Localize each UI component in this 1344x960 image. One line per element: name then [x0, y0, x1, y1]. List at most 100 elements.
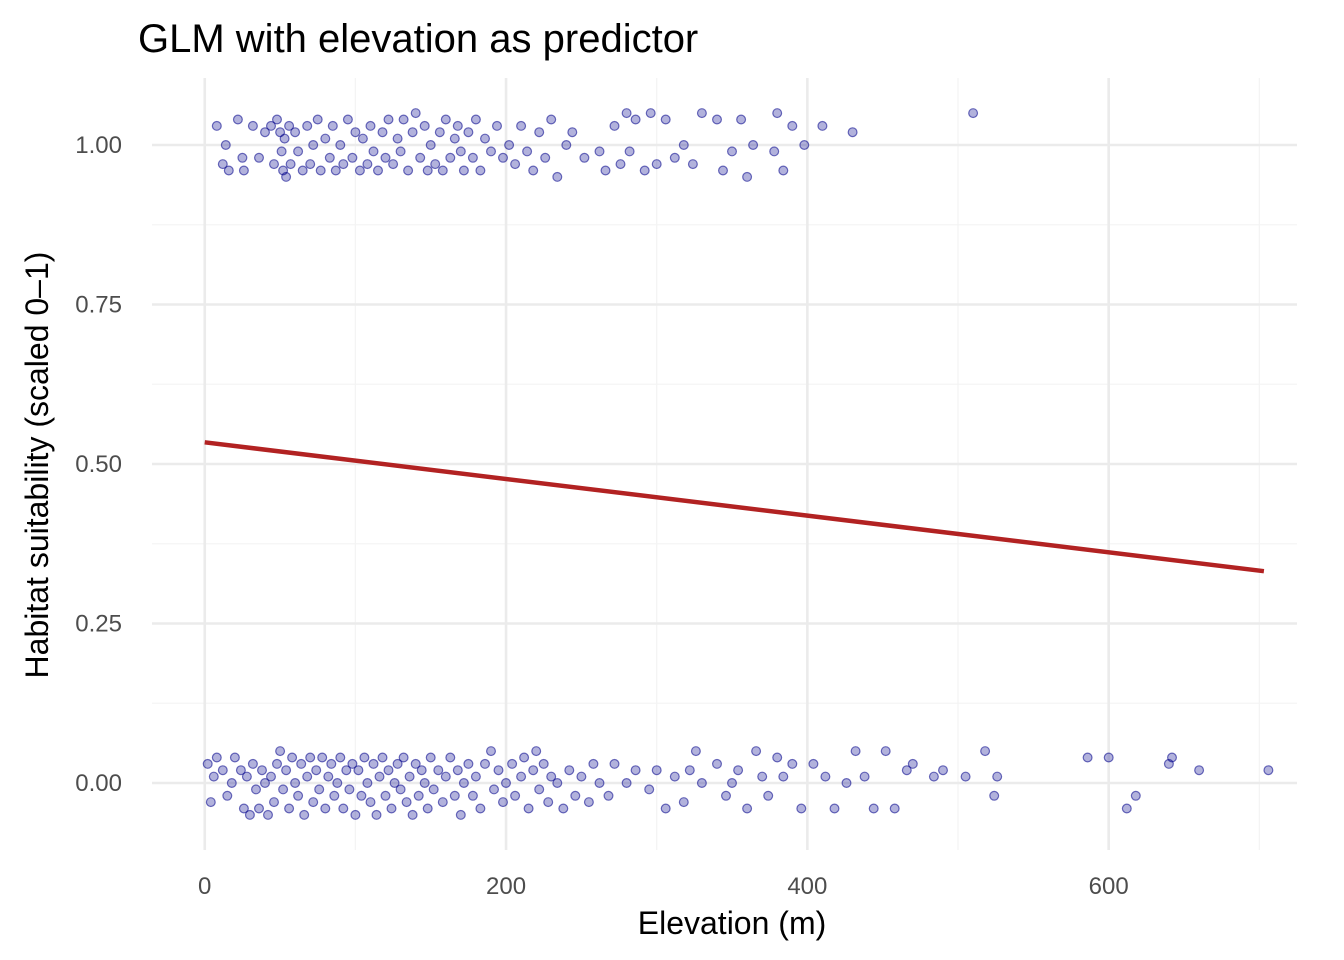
- presence-point: [742, 171, 753, 182]
- absence-point: [757, 771, 768, 782]
- presence-point: [308, 140, 319, 151]
- absence-point: [278, 784, 289, 795]
- absence-point: [960, 771, 971, 782]
- presence-point: [338, 159, 349, 170]
- presence-point: [651, 159, 662, 170]
- y-tick-label: 1.00: [75, 132, 122, 159]
- absence-point: [374, 771, 385, 782]
- absence-point: [570, 790, 581, 801]
- presence-point: [660, 114, 671, 125]
- x-tick-label: 0: [198, 873, 211, 900]
- absence-point: [470, 771, 481, 782]
- absence-point: [528, 765, 539, 776]
- presence-point: [320, 133, 331, 144]
- absence-point: [211, 752, 222, 763]
- absence-point: [263, 809, 274, 820]
- y-axis-title: Habitat suitability (scaled 0–1): [19, 252, 55, 679]
- absence-point: [359, 752, 370, 763]
- absence-point: [410, 758, 421, 769]
- absence-point: [534, 784, 545, 795]
- absence-point: [992, 771, 1003, 782]
- absence-point: [238, 803, 249, 814]
- absence-point: [217, 765, 228, 776]
- presence-point: [769, 146, 780, 157]
- presence-point: [350, 127, 361, 138]
- absence-point: [235, 765, 246, 776]
- presence-point: [368, 146, 379, 157]
- presence-point: [726, 146, 737, 157]
- absence-point: [305, 752, 316, 763]
- presence-point: [968, 108, 979, 119]
- minor-gridlines: [152, 78, 1297, 850]
- absence-point: [463, 758, 474, 769]
- presence-point: [302, 120, 313, 131]
- presence-point: [486, 146, 497, 157]
- absence-point: [383, 765, 394, 776]
- absence-point: [377, 752, 388, 763]
- absence-point: [583, 797, 594, 808]
- y-tick-label: 0.75: [75, 291, 122, 318]
- presence-point: [293, 146, 304, 157]
- major-gridlines: [152, 78, 1297, 850]
- presence-point: [717, 165, 728, 176]
- presence-point: [624, 146, 635, 157]
- presence-point: [297, 165, 308, 176]
- presence-point: [772, 108, 783, 119]
- absence-point: [440, 771, 451, 782]
- absence-point: [344, 784, 355, 795]
- absence-point: [523, 803, 534, 814]
- presence-point: [284, 120, 295, 131]
- presence-point: [615, 159, 626, 170]
- presence-point: [377, 127, 388, 138]
- absence-point: [1263, 765, 1274, 776]
- absence-point: [558, 803, 569, 814]
- absence-point: [347, 758, 358, 769]
- absence-point: [332, 777, 343, 788]
- presence-point: [736, 114, 747, 125]
- presence-point: [362, 159, 373, 170]
- absence-point: [296, 758, 307, 769]
- presence-point: [510, 159, 521, 170]
- absence-point: [901, 765, 912, 776]
- absence-point: [678, 797, 689, 808]
- presence-point: [552, 171, 563, 182]
- absence-point: [594, 777, 605, 788]
- presence-point: [422, 165, 433, 176]
- absence-point: [1194, 765, 1205, 776]
- data-points: [202, 108, 1274, 820]
- absence-point: [437, 797, 448, 808]
- presence-point: [335, 140, 346, 151]
- absence-point: [516, 771, 527, 782]
- absence-point: [980, 746, 991, 757]
- absence-point: [850, 746, 861, 757]
- absence-point: [519, 752, 530, 763]
- absence-point: [241, 771, 252, 782]
- absence-point: [229, 752, 240, 763]
- presence-point: [458, 165, 469, 176]
- presence-point: [748, 140, 759, 151]
- absence-point: [751, 746, 762, 757]
- presence-point: [315, 165, 326, 176]
- presence-point: [403, 165, 414, 176]
- presence-point: [787, 120, 798, 131]
- presence-point: [467, 152, 478, 163]
- presence-point: [437, 165, 448, 176]
- y-tick-label: 0.25: [75, 611, 122, 638]
- absence-point: [433, 765, 444, 776]
- presence-point: [504, 140, 515, 151]
- absence-point: [621, 777, 632, 788]
- presence-point: [217, 159, 228, 170]
- presence-point: [480, 133, 491, 144]
- absence-point: [498, 797, 509, 808]
- presence-point: [434, 127, 445, 138]
- absence-point: [389, 777, 400, 788]
- absence-point: [486, 746, 497, 757]
- absence-point: [371, 809, 382, 820]
- presence-point: [498, 152, 509, 163]
- presence-point: [327, 120, 338, 131]
- absence-point: [380, 790, 391, 801]
- absence-point: [1166, 752, 1177, 763]
- presence-point: [272, 114, 283, 125]
- absence-point: [552, 777, 563, 788]
